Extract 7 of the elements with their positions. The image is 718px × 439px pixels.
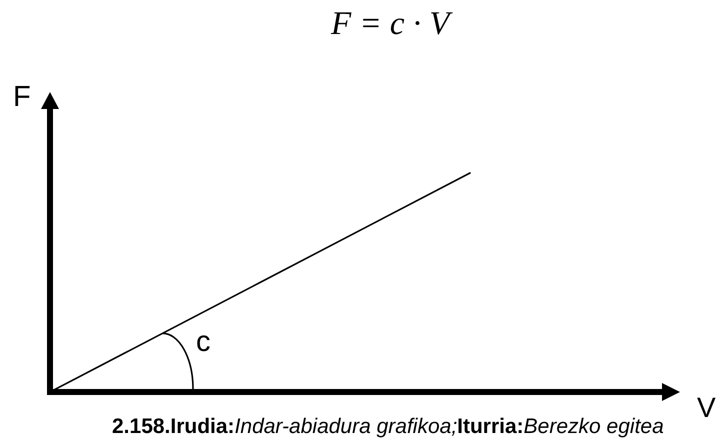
text: Berezko egitea (524, 415, 664, 438)
text: Iturria: (457, 415, 524, 438)
x-axis-title: V (697, 392, 716, 423)
annotation: c (196, 326, 210, 358)
text: Indar-abiadura grafikoa; (234, 415, 458, 438)
text: 2.158.Irudia: (112, 415, 235, 438)
y-axis-title: F (13, 81, 31, 113)
